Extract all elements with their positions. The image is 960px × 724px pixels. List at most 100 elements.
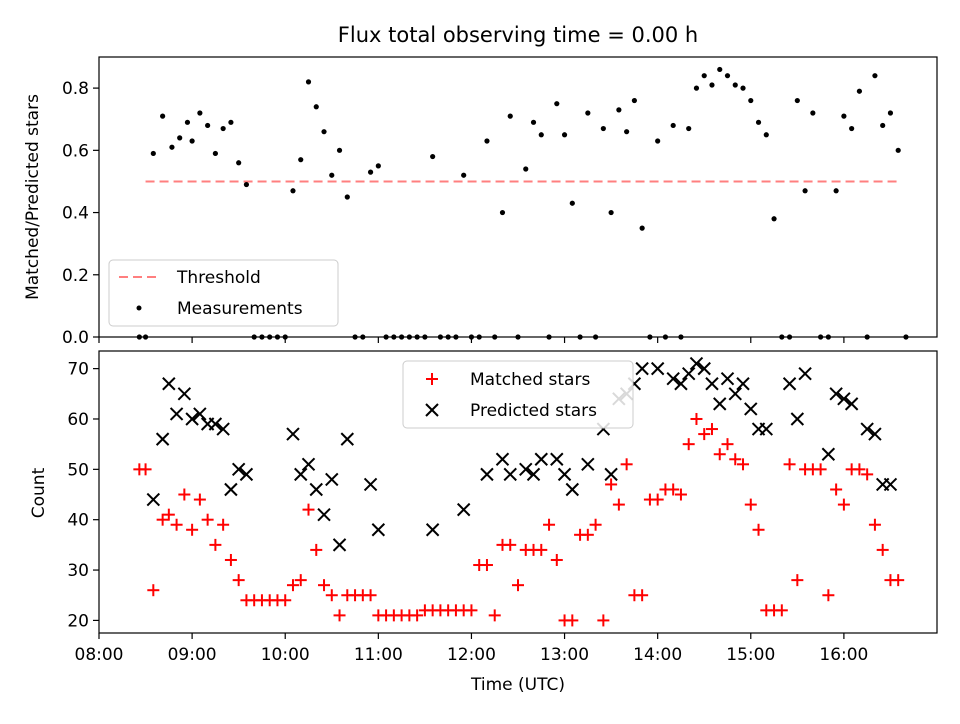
bottom-y-tick-label: 20 <box>67 611 89 631</box>
predicted-star-point <box>519 462 533 477</box>
predicted-star-point <box>744 402 758 416</box>
measurement-point <box>523 166 529 172</box>
predicted-star-point <box>736 377 750 391</box>
measurement-point <box>461 172 467 178</box>
bottom-y-tick-label: 50 <box>67 460 89 480</box>
predicted-star-point <box>317 507 331 522</box>
measurement-point <box>220 125 226 132</box>
x-tick-label: 10:00 <box>261 645 310 665</box>
bottom-y-tick-label: 70 <box>67 360 89 380</box>
measurement-point <box>872 73 878 79</box>
predicted-star-point <box>697 361 711 376</box>
legend-measurements-label: Measurements <box>177 299 303 319</box>
predicted-star-point <box>868 427 882 441</box>
measurement-point <box>693 85 700 91</box>
matched-star-point <box>310 543 323 556</box>
measurement-point <box>305 79 312 85</box>
measurement-point <box>538 132 544 138</box>
matched-star-point <box>737 458 750 471</box>
measurement-point <box>569 200 575 206</box>
predicted-star-point <box>301 457 316 472</box>
measurement-point <box>810 110 816 116</box>
measurement-point <box>755 119 762 125</box>
matched-star-point <box>791 574 804 587</box>
predicted-star-point <box>325 472 339 487</box>
top-plot-frame <box>98 56 938 338</box>
matched-star-point <box>682 438 695 451</box>
top-legend-box <box>108 259 339 327</box>
matched-star-point <box>837 498 850 511</box>
predicted-star-point <box>720 371 735 386</box>
measurement-point <box>849 125 855 132</box>
predicted-star-point <box>162 377 176 391</box>
matched-star-point <box>318 579 331 592</box>
measurement-point <box>150 150 156 157</box>
legend-x-marker <box>425 403 439 417</box>
matched-star-point <box>566 614 579 627</box>
measurement-point <box>631 97 637 104</box>
measurement-point <box>686 125 692 132</box>
bottom-y-tick-label: 30 <box>67 561 89 581</box>
legend-matched-label: Matched stars <box>470 370 590 390</box>
measurement-point <box>763 132 769 138</box>
top-legend: Threshold Measurements <box>108 259 339 327</box>
matched-star-point <box>480 559 493 572</box>
matched-star-point <box>147 584 160 597</box>
predicted-star-point <box>231 462 246 477</box>
predicted-star-point <box>829 387 843 401</box>
predicted-star-point <box>837 392 851 406</box>
measurement-point <box>724 73 731 79</box>
matched-star-point <box>232 574 245 587</box>
chart-title: Flux total observing time = 0.00 h <box>338 23 698 47</box>
predicted-star-point <box>798 366 812 381</box>
predicted-star-point <box>526 467 541 482</box>
x-tick-label: 14:00 <box>633 645 682 665</box>
top-y-tick-label: 0.4 <box>62 204 89 224</box>
measurement-point <box>290 188 296 194</box>
matched-star-point <box>775 604 788 617</box>
measurement-point <box>184 119 191 125</box>
x-tick-label: 09:00 <box>168 645 217 665</box>
predicted-star-point <box>503 467 517 482</box>
matched-stars-points <box>133 412 905 627</box>
measurement-point <box>177 135 183 141</box>
matched-star-point <box>411 609 424 622</box>
matched-star-point <box>597 614 610 627</box>
measurement-point <box>732 82 738 88</box>
predicted-star-point <box>480 467 494 482</box>
top-y-tick-label: 0.0 <box>62 328 89 348</box>
predicted-star-point <box>534 452 548 466</box>
measurement-point <box>530 119 537 125</box>
x-tick-label: 11:00 <box>354 645 403 665</box>
measurement-point <box>561 132 568 138</box>
measurement-point <box>375 163 381 169</box>
matched-star-point <box>698 428 711 441</box>
predicted-star-point <box>689 356 704 371</box>
top-panel: 0.00.20.40.60.8 Matched/Predicted stars … <box>23 56 938 348</box>
measurement-point <box>655 138 661 144</box>
measurement-point <box>740 85 746 91</box>
measurement-point <box>169 144 175 150</box>
predicted-star-point <box>169 407 184 421</box>
predicted-star-point <box>821 447 836 461</box>
predicted-star-point <box>728 387 742 401</box>
measurement-point <box>367 169 374 175</box>
predicted-star-point <box>581 457 595 472</box>
x-tick-label: 13:00 <box>540 645 589 665</box>
matched-star-point <box>651 493 664 506</box>
bottom-panel: 20 30 40 50 60 70 08:00 09:00 10:00 11:00 12:00 13:… <box>29 350 938 695</box>
matched-star-point <box>217 518 230 531</box>
matched-star-point <box>224 553 237 566</box>
matched-star-point <box>178 488 191 501</box>
predicted-star-point <box>185 412 199 426</box>
measurement-point <box>608 209 614 216</box>
x-tick-label: 08:00 <box>75 645 124 665</box>
top-y-tick-label: 0.8 <box>62 79 89 99</box>
measurement-point <box>802 188 808 194</box>
matched-star-point <box>620 458 633 471</box>
matched-star-point <box>279 594 292 607</box>
measurement-point <box>709 82 715 88</box>
measurement-point <box>670 122 676 129</box>
x-tick-label: 15:00 <box>726 645 775 665</box>
